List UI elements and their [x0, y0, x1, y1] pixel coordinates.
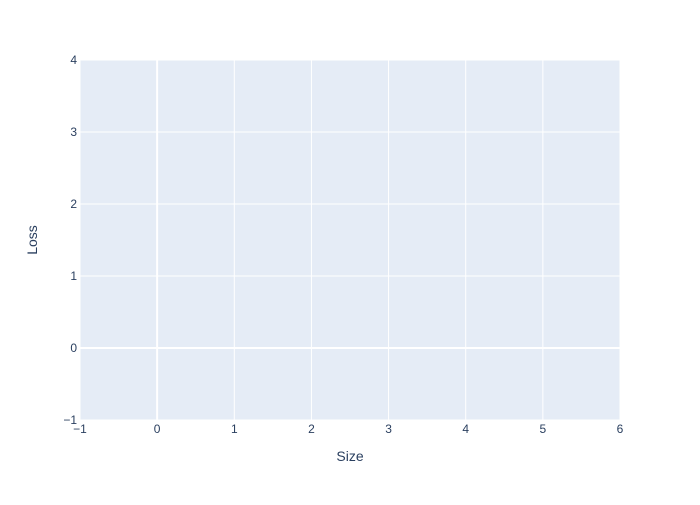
x-axis-ticks: −1 0 1 2 3 4 5 6	[73, 422, 624, 436]
y-tick-label: 3	[70, 125, 77, 139]
x-tick-label: 0	[154, 422, 161, 436]
x-tick-label: 6	[617, 422, 624, 436]
x-tick-label: 4	[462, 422, 469, 436]
grid-lines	[79, 59, 621, 421]
x-tick-label: 5	[540, 422, 547, 436]
y-tick-label: 4	[70, 53, 77, 67]
y-axis-title: Loss	[24, 225, 40, 255]
x-tick-label: −1	[73, 422, 87, 436]
y-axis-ticks: −1 0 1 2 3 4	[63, 53, 77, 427]
x-axis-title: Size	[336, 448, 363, 464]
plot-area	[80, 60, 620, 420]
x-tick-label: 2	[308, 422, 315, 436]
x-tick-label: 1	[231, 422, 238, 436]
y-tick-label: 2	[70, 197, 77, 211]
y-tick-label: −1	[63, 413, 77, 427]
y-tick-label: 1	[70, 269, 77, 283]
x-tick-label: 3	[385, 422, 392, 436]
y-tick-label: 0	[70, 341, 77, 355]
